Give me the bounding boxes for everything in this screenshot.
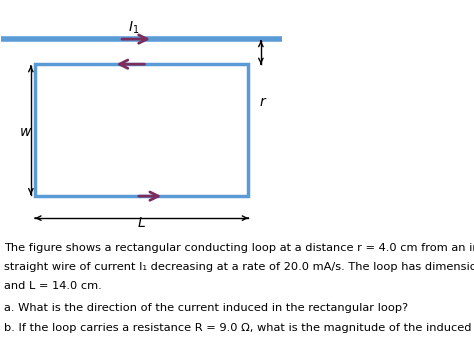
Text: and L = 14.0 cm.: and L = 14.0 cm.: [4, 281, 102, 291]
Text: $L$: $L$: [137, 216, 146, 230]
Text: $w$: $w$: [18, 125, 32, 139]
Text: $r$: $r$: [259, 95, 268, 109]
Text: $I_1$: $I_1$: [128, 20, 139, 36]
Text: straight wire of current I₁ decreasing at a rate of 20.0 mA/s. The loop has dime: straight wire of current I₁ decreasing a…: [4, 262, 474, 272]
Text: The figure shows a rectangular conducting loop at a distance r = 4.0 cm from an : The figure shows a rectangular conductin…: [4, 243, 474, 253]
Bar: [35, 64, 248, 196]
Text: b. If the loop carries a resistance R = 9.0 Ω, what is the magnitude of the indu: b. If the loop carries a resistance R = …: [4, 323, 474, 333]
Text: a. What is the direction of the current induced in the rectangular loop?: a. What is the direction of the current …: [4, 303, 408, 313]
